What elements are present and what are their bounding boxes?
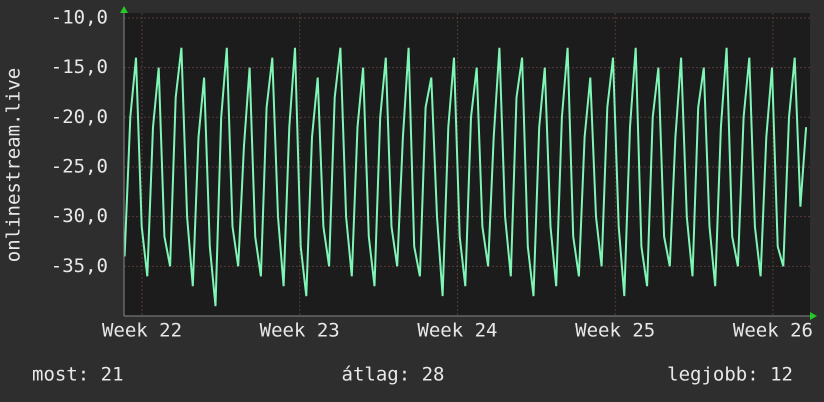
x-tick-label: Week 23: [260, 320, 340, 342]
footer-best: legjobb: 12: [667, 364, 793, 386]
y-axis-label: onlinestream.live: [3, 68, 25, 262]
y-tick-label: -15,0: [51, 56, 108, 78]
x-tick-label: Week 24: [417, 320, 497, 342]
footer-average: átlag: 28: [342, 364, 445, 386]
x-tick-label: Week 26: [733, 320, 813, 342]
y-tick-label: -35,0: [51, 255, 108, 277]
data-line: [123, 47, 808, 307]
y-tick-label: -25,0: [51, 155, 108, 177]
footer-now: most: 21: [32, 364, 124, 386]
x-axis-arrow: [810, 312, 817, 320]
y-tick-label: -10,0: [51, 6, 108, 28]
y-tick-label: -20,0: [51, 106, 108, 128]
y-tick-label: -30,0: [51, 205, 108, 227]
x-tick-label: Week 22: [102, 320, 182, 342]
y-axis-arrow: [120, 6, 128, 13]
x-tick-label: Week 25: [575, 320, 655, 342]
